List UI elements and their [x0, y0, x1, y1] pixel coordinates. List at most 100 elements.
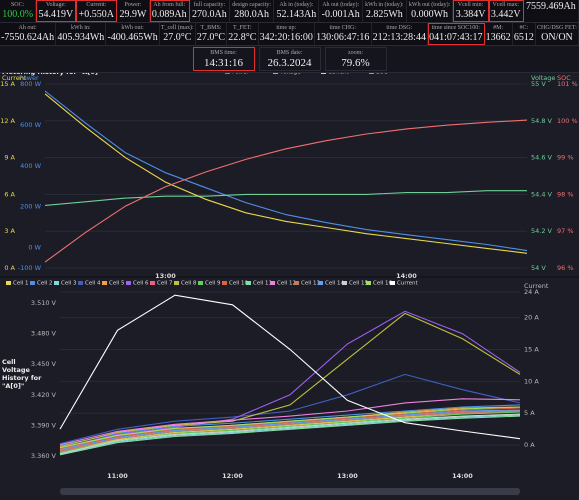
legend-label: Cell 4	[85, 281, 101, 287]
stat-cell: Voltage: 54.419V	[36, 0, 77, 22]
stat-cell: time DSG: 212:13:28:44	[372, 23, 429, 45]
legend-label: Cell 9	[205, 281, 221, 287]
legend-label: Cell 14	[325, 281, 345, 287]
legend-label: Cell 13	[301, 281, 321, 287]
y-tick-label: 97 %	[557, 227, 574, 235]
stat-label: design capacity:	[232, 2, 272, 8]
stat-value: ON/ON	[541, 32, 573, 43]
y-tick-label: 3.360 V	[31, 452, 57, 460]
y-tick-label: -100 W	[18, 264, 42, 272]
axis-title: Voltage	[531, 74, 555, 82]
series-line	[59, 406, 521, 449]
stat-label: time DSG:	[386, 25, 413, 31]
stat-value: 212:13:28:44	[372, 32, 426, 43]
y-tick-label: 200 W	[20, 203, 41, 211]
stat-cell: Ah out: -7550.624Ah	[0, 23, 57, 45]
stat-cell: kWh in (today): 2.825Wh	[363, 0, 407, 22]
stat-cell: SOC: 100.0%	[0, 0, 37, 22]
stat-value: -0.001Ah	[321, 9, 360, 20]
stat-cell: CHG/DSG FET: ON/ON	[536, 23, 579, 45]
y-tick-label: 3.480 V	[31, 330, 57, 338]
metering-panel	[0, 66, 579, 276]
legend-label: Cell 2	[37, 281, 53, 287]
series-line	[59, 310, 521, 449]
y-tick-label: 10 A	[524, 377, 539, 385]
stat-label: T_FET:	[232, 25, 252, 31]
scrollbar[interactable]	[60, 488, 520, 495]
y-tick-label: 54.4 V	[531, 190, 553, 198]
status-row: BMS time: 14:31:16 BMS date: 26.3.2024 zoom:…	[0, 46, 579, 73]
stat-label: zoom:	[348, 50, 363, 56]
legend-label: Cell 16	[373, 281, 393, 287]
series-line	[59, 413, 521, 455]
stat-cell: full capacity: 270.0Ah	[190, 0, 230, 22]
series-line	[59, 294, 521, 440]
series-line	[44, 119, 528, 263]
legend-label: Current	[397, 281, 419, 287]
y-tick-label: 24 A	[524, 288, 539, 296]
legend-label: Cell 5	[109, 281, 125, 287]
stat-cell: time since SOC100: 041:07:43:17	[428, 23, 485, 45]
legend-swatch	[126, 281, 131, 285]
y-tick-label: 55 V	[531, 80, 546, 88]
stat-cell: Vcell min: 3.384V	[453, 0, 489, 22]
legend-swatch	[174, 281, 179, 285]
axis-title: Power	[19, 74, 39, 82]
stat-value: 7559.469Ah	[526, 1, 576, 12]
stat-cell: BMS time: 14:31:16	[192, 47, 255, 71]
stat-cell: Vcell max: 3.442V	[488, 0, 524, 22]
stat-value: 6512	[513, 32, 534, 43]
stat-value: 270.0Ah	[192, 9, 227, 20]
x-tick-label: 11:00	[107, 472, 128, 480]
y-tick-label: 0 A	[4, 264, 15, 272]
y-tick-label: 600 W	[20, 121, 41, 129]
series-line	[59, 398, 521, 446]
stat-cell: zoom: 79.6%	[324, 47, 387, 71]
stat-cell: 7559.469Ah	[524, 0, 579, 22]
series-line	[59, 415, 521, 456]
series-line	[59, 414, 521, 455]
y-tick-label: 54.2 V	[531, 227, 553, 235]
y-tick-label: 54 V	[531, 264, 546, 272]
y-tick-label: 3.390 V	[31, 421, 57, 429]
stat-label: SOC:	[10, 2, 25, 8]
stat-label: Voltage:	[45, 2, 66, 8]
stat-value: 2.825Wh	[365, 9, 403, 20]
stat-value: 130:06:47:16	[316, 32, 370, 43]
y-tick-label: 0 W	[28, 244, 41, 252]
stat-value: 52.143Ah	[276, 9, 317, 20]
legend-label: Cell 8	[181, 281, 197, 287]
legend-label: Cell 1	[13, 281, 29, 287]
legend-label: Cell 6	[133, 281, 149, 287]
status-row: Ah out: -7550.624Ah kWh in: 405.934Wh kWh ou…	[0, 23, 579, 46]
y-tick-label: 54.8 V	[531, 117, 553, 125]
series-line	[44, 93, 528, 254]
legend-label: Cell 7	[157, 281, 173, 287]
axis-title: Current	[524, 282, 549, 290]
y-tick-label: 3.450 V	[31, 360, 57, 368]
stat-value: 79.6%	[341, 57, 370, 69]
stat-label: Vcell max:	[492, 2, 519, 8]
stat-label: kWh in (today):	[365, 2, 404, 8]
series-line	[59, 312, 521, 448]
legend-swatch	[390, 281, 395, 285]
stat-cell: Ah in (today): 52.143Ah	[274, 0, 320, 22]
stat-cell: kWh in: 405.934Wh	[56, 23, 107, 45]
stat-label: time up:	[276, 25, 297, 31]
stat-value: -400.465Wh	[107, 32, 158, 43]
legend-swatch	[294, 281, 299, 285]
y-tick-label: 3.420 V	[31, 391, 57, 399]
stat-cell: Ah from full: 0.089Ah	[149, 0, 190, 22]
series-line	[44, 190, 527, 206]
stat-cell: T_FET: 22.8°C	[227, 23, 259, 45]
y-tick-label: 54.6 V	[531, 154, 553, 162]
legend-swatch	[54, 281, 59, 285]
stat-cell: #M: 13662	[485, 23, 513, 45]
y-tick-label: 400 W	[20, 162, 41, 170]
stat-value: 22.8°C	[228, 32, 257, 43]
legend-label: Cell 10	[229, 281, 249, 287]
stat-label: kWh out (today):	[408, 2, 451, 8]
y-tick-label: 98 %	[557, 190, 574, 198]
stat-label: Ah from full:	[153, 2, 186, 8]
stat-value: 26.3.2024	[267, 57, 312, 69]
